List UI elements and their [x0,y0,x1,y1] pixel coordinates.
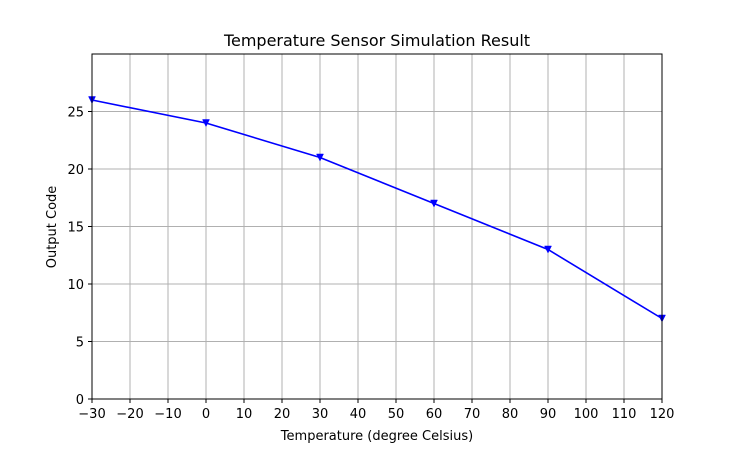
x-tick-label: 90 [540,407,557,422]
y-tick-label: 25 [67,106,84,121]
series-line [91,99,663,320]
x-tick-label: −30 [78,407,105,422]
y-tick-label: 5 [76,336,84,351]
plot-frame [91,53,663,400]
x-tick-label: 30 [312,407,329,422]
x-tick-label: 60 [426,407,443,422]
x-tick-label: 120 [650,407,675,422]
data-point-marker [430,199,438,208]
x-tick-label: 20 [274,407,291,422]
y-tick-label: 0 [76,393,84,408]
y-tick-label: 10 [67,278,84,293]
x-tick-label: 110 [612,407,637,422]
y-tick-label: 20 [67,163,84,178]
x-tick-label: 80 [502,407,519,422]
series [88,96,666,323]
y-tick-label: 15 [67,221,84,236]
data-point-marker [544,245,552,254]
x-axis-label: Temperature (degree Celsius) [280,429,473,444]
data-point-marker [202,119,210,128]
x-tick-label: 0 [202,407,210,422]
grid [91,54,663,400]
ticks: −30 −20 −10 0 10 20 30 40 50 60 70 80 90 100 110 120 0 5 1… [67,106,674,423]
x-tick-label: 70 [464,407,481,422]
x-tick-label: −20 [116,407,143,422]
x-tick-label: 100 [574,407,599,422]
data-point-marker [316,153,324,162]
x-tick-label: 10 [236,407,253,422]
x-tick-label: 40 [350,407,367,422]
y-axis-label: Output Code [45,186,60,269]
x-tick-label: −10 [154,407,181,422]
x-tick-label: 50 [388,407,405,422]
chart-title: Temperature Sensor Simulation Result [223,31,530,50]
